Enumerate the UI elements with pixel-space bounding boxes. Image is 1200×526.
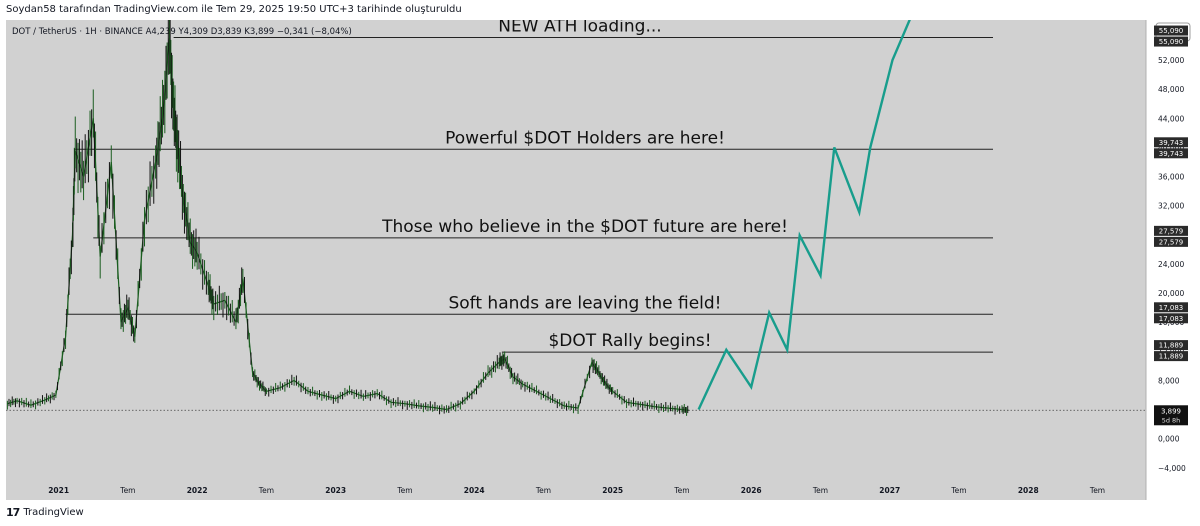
current-price-tag-bg: [1154, 405, 1188, 426]
level-price-tag: 55,090 55,090: [1154, 25, 1188, 47]
level-price-tag-text: 39,743: [1159, 139, 1184, 147]
chart-area[interactable]: DOT / TetherUS · 1H · BINANCE A4,239 Y4,…: [0, 1, 1200, 500]
level-price-tag-bg-2: [1154, 236, 1188, 247]
level-price-tag-bg-2: [1154, 313, 1188, 324]
x-tick-label: 2024: [464, 486, 485, 495]
level-price-tag-bg-2: [1154, 148, 1188, 159]
x-tick-label: 2022: [187, 486, 208, 495]
x-tick-label: Tem: [1089, 486, 1105, 495]
x-tick-label: 2025: [602, 486, 623, 495]
x-tick-label: 2021: [48, 486, 69, 495]
y-tick-label: 24,000: [1158, 260, 1184, 269]
current-price-value: 3,899: [1161, 407, 1181, 415]
plot-background: [6, 20, 1146, 500]
x-tick-label: 2027: [879, 486, 900, 495]
x-tick-label: Tem: [950, 486, 966, 495]
level-price-tag-text: 17,083: [1159, 304, 1184, 312]
level-price-tag-text-2: 27,579: [1159, 238, 1184, 246]
x-tick-label: 2023: [325, 486, 346, 495]
x-tick-label: 2028: [1018, 486, 1039, 495]
y-tick-label: 32,000: [1158, 202, 1184, 211]
level-price-tag: 17,083 17,083: [1154, 302, 1188, 324]
y-tick-label: −4,000: [1158, 464, 1186, 473]
level-annotation: Powerful $DOT Holders are here!: [445, 128, 725, 148]
level-annotation: Those who believe in the $DOT future are…: [381, 217, 788, 237]
footer: 17 TradingView: [6, 506, 84, 519]
level-annotation: NEW ATH loading...: [498, 20, 661, 37]
y-tick-label: 48,000: [1158, 85, 1184, 94]
level-price-tag-text-2: 55,090: [1159, 38, 1184, 46]
tradingview-logo-icon: 17: [6, 506, 20, 519]
level-price-tag-bg: [1154, 25, 1188, 36]
x-tick-label: Tem: [535, 486, 551, 495]
level-price-tag: 27,579 27,579: [1154, 225, 1188, 247]
level-price-tag-text: 11,889: [1159, 342, 1184, 350]
x-tick-label: 2026: [741, 486, 762, 495]
level-price-tag-bg: [1154, 340, 1188, 351]
level-price-tag: 11,889 11,889: [1154, 340, 1188, 362]
y-tick-label: 52,000: [1158, 56, 1184, 65]
x-tick-label: Tem: [258, 486, 274, 495]
y-tick-label: 20,000: [1158, 289, 1184, 298]
level-price-tag: 39,743 39,743: [1154, 137, 1188, 159]
y-tick-label: 44,000: [1158, 114, 1184, 123]
level-price-tag-bg-2: [1154, 36, 1188, 47]
level-lines-layer: NEW ATH loading... Powerful $DOT Holders …: [6, 17, 1146, 411]
level-price-tag-bg: [1154, 137, 1188, 148]
x-tick-label: Tem: [119, 486, 135, 495]
level-annotation: $DOT Rally begins!: [548, 331, 711, 351]
level-annotation: Soft hands are leaving the field!: [448, 293, 721, 313]
y-tick-label: 36,000: [1158, 173, 1184, 182]
price-chart[interactable]: DOT / TetherUS · 1H · BINANCE A4,239 Y4,…: [0, 1, 1200, 500]
series-layer: [6, 1, 919, 416]
chart-attribution: Soydan58 tarafından TradingView.com ile …: [6, 4, 462, 15]
symbol-info-text: DOT / TetherUS · 1H · BINANCE A4,239 Y4,…: [12, 27, 352, 37]
y-tick-label: 0,000: [1158, 435, 1180, 444]
y-tick-label: 8,000: [1158, 376, 1180, 385]
level-price-tag-bg: [1154, 302, 1188, 313]
level-price-tag-text-2: 39,743: [1159, 150, 1184, 158]
level-price-tag-text-2: 17,083: [1159, 315, 1184, 323]
level-price-tag-text: 55,090: [1159, 27, 1184, 35]
x-tick-label: Tem: [396, 486, 412, 495]
current-price-countdown: 5d 8h: [1162, 416, 1181, 424]
level-price-tag-bg: [1154, 225, 1188, 236]
footer-brand: TradingView: [23, 507, 84, 518]
projection-line[interactable]: [697, 1, 919, 411]
level-price-tag-text: 27,579: [1159, 227, 1184, 235]
price-labels-layer: 55,090 55,090 39,743 39,743 27,579 27,579 17,0…: [1154, 25, 1188, 426]
x-tick-label: Tem: [673, 486, 689, 495]
y-tick-label: 40,000: [1158, 143, 1184, 152]
level-price-tag-bg-2: [1154, 351, 1188, 362]
level-price-tag-text-2: 11,889: [1159, 353, 1184, 361]
x-tick-label: Tem: [812, 486, 828, 495]
